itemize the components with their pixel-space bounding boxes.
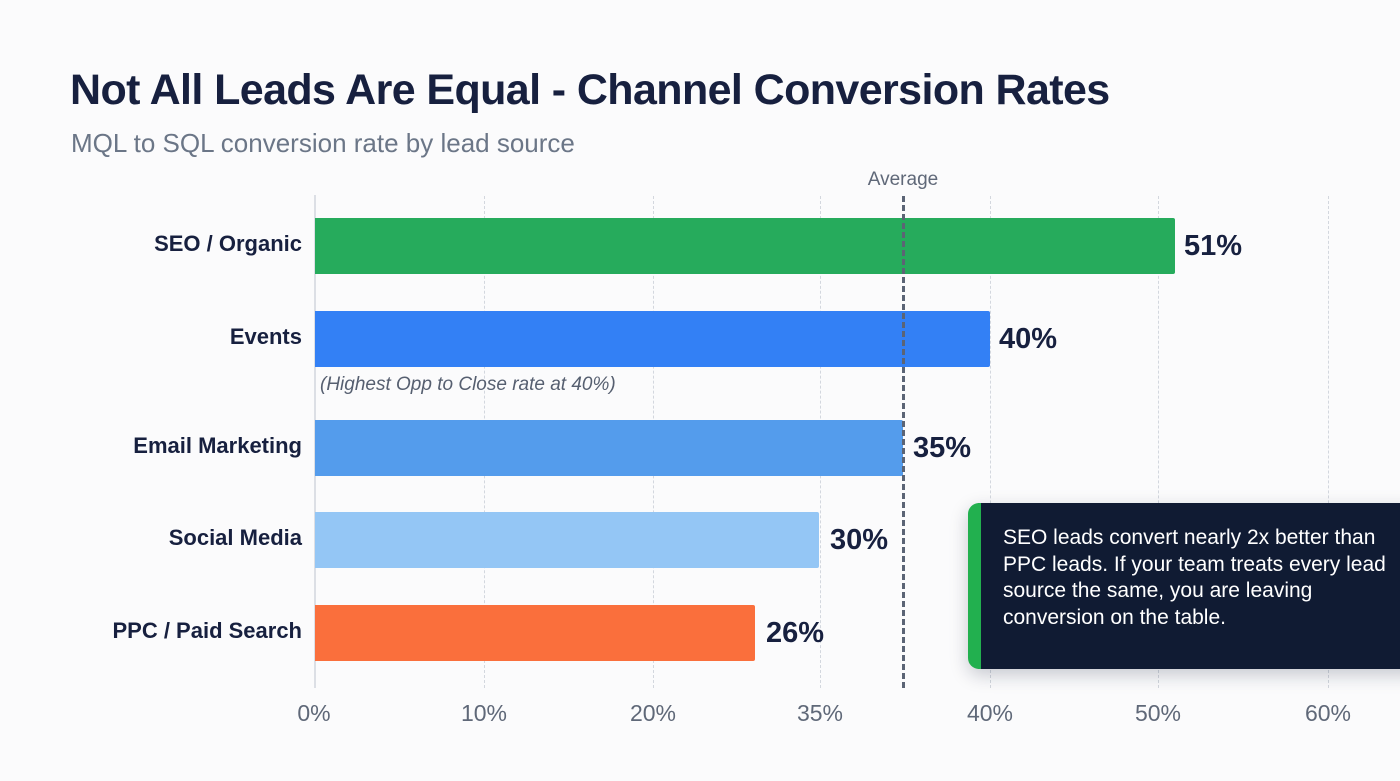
gridline <box>1328 196 1329 688</box>
x-axis-tick-label: 60% <box>1304 700 1352 726</box>
bar-value-label: 26% <box>766 617 825 649</box>
bar <box>315 218 1175 274</box>
category-label: Events <box>229 324 302 349</box>
page-title: Not All Leads Are Equal - Channel Conver… <box>70 66 1110 114</box>
gridline <box>990 196 991 688</box>
x-axis-tick-label: 20% <box>629 700 677 726</box>
average-reference-line <box>902 196 905 688</box>
x-axis-tick-label: 40% <box>966 700 1014 726</box>
category-label: PPC / Paid Search <box>112 618 302 643</box>
x-axis-tick-label: 0% <box>297 700 331 726</box>
page-subtitle: MQL to SQL conversion rate by lead sourc… <box>71 128 575 158</box>
average-label: Average <box>867 169 939 190</box>
x-axis-tick-label: 50% <box>1134 700 1182 726</box>
events-annotation-note: (Highest Opp to Close rate at 40%) <box>320 374 616 395</box>
bar-value-label: 35% <box>913 432 972 464</box>
bar-value-label: 51% <box>1184 230 1243 262</box>
category-label: Email Marketing <box>133 433 302 458</box>
insight-callout: SEO leads convert nearly 2x better than … <box>968 503 1400 669</box>
bar <box>315 512 819 568</box>
bar <box>315 311 990 367</box>
bar-value-label: 30% <box>830 524 889 556</box>
category-label: SEO / Organic <box>154 231 302 256</box>
bar-value-label: 40% <box>999 323 1058 355</box>
gridline <box>1158 196 1159 688</box>
insight-callout-text: SEO leads convert nearly 2x better than … <box>1003 526 1386 629</box>
category-label: Social Media <box>168 525 302 550</box>
x-axis-tick-label: 35% <box>796 700 844 726</box>
x-axis-tick-label: 10% <box>460 700 508 726</box>
bar <box>315 605 755 661</box>
bar <box>315 420 903 476</box>
